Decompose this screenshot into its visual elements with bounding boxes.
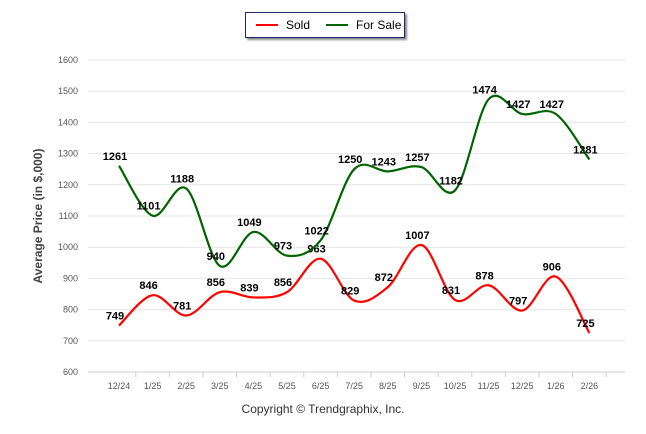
data-label-sold: 725	[576, 318, 594, 330]
y-tick-label: 1200	[58, 180, 78, 190]
data-label-for-sale: 1243	[372, 156, 396, 168]
x-tick-label: 9/25	[413, 381, 431, 391]
x-tick-label: 1/26	[547, 381, 565, 391]
y-tick-label: 900	[63, 273, 78, 283]
data-label-for-sale: 1101	[137, 201, 161, 213]
data-label-for-sale: 1474	[472, 84, 497, 96]
x-tick-label: 8/25	[379, 381, 397, 391]
data-label-sold: 856	[274, 277, 292, 289]
y-tick-label: 1000	[58, 242, 78, 252]
legend-item-for-sale[interactable]: For Sale	[326, 18, 401, 32]
legend-item-sold[interactable]: Sold	[256, 18, 310, 32]
y-tick-label: 600	[63, 367, 78, 377]
data-label-sold: 831	[442, 285, 460, 297]
data-label-sold: 906	[543, 262, 561, 274]
data-label-for-sale: 1022	[304, 225, 328, 237]
data-label-for-sale: 940	[207, 251, 225, 263]
x-tick-label: 7/25	[345, 381, 363, 391]
data-label-for-sale: 1049	[237, 217, 261, 229]
series-line-for-sale	[118, 94, 591, 268]
data-label-sold: 878	[475, 270, 493, 282]
x-tick-label: 12/25	[511, 381, 534, 391]
data-label-sold: 749	[106, 311, 124, 323]
data-label-sold: 963	[307, 244, 325, 256]
x-tick-label: 4/25	[245, 381, 263, 391]
data-label-for-sale: 1188	[170, 174, 194, 186]
x-tick-label: 5/25	[278, 381, 296, 391]
y-axis-title: Average Price (in $,000)	[31, 149, 45, 284]
data-label-for-sale: 1281	[573, 145, 597, 157]
data-label-sold: 839	[240, 282, 258, 294]
data-label-sold: 846	[139, 280, 157, 292]
legend-label-for-sale: For Sale	[356, 18, 402, 32]
x-tick-label: 3/25	[211, 381, 229, 391]
legend-swatch-for-sale	[326, 24, 349, 26]
x-tick-label: 6/25	[312, 381, 330, 391]
x-tick-label: 12/24	[108, 381, 131, 391]
data-label-sold: 829	[341, 286, 359, 298]
y-tick-label: 1300	[58, 149, 78, 159]
data-label-sold: 872	[375, 272, 393, 284]
copyright-footer: Copyright © Trendgraphix, Inc.	[241, 402, 405, 416]
y-tick-label: 800	[63, 305, 78, 315]
y-tick-label: 1600	[58, 55, 78, 65]
data-label-sold: 781	[173, 301, 191, 313]
y-tick-label: 1500	[58, 86, 78, 96]
x-tick-label: 11/25	[478, 381, 500, 391]
y-tick-label: 1400	[58, 117, 78, 127]
series-line-sold	[118, 243, 591, 334]
x-tick-label: 10/25	[444, 381, 467, 391]
data-label-for-sale: 1427	[506, 99, 530, 111]
data-label-for-sale: 1257	[405, 152, 429, 164]
data-label-sold: 1007	[405, 230, 429, 242]
legend-swatch-sold	[256, 24, 278, 26]
data-label-sold: 797	[509, 296, 527, 308]
x-tick-label: 2/26	[581, 381, 599, 391]
data-label-for-sale: 1427	[540, 99, 564, 111]
x-tick-label: 1/25	[144, 381, 162, 391]
data-label-sold: 856	[207, 277, 225, 289]
legend: Sold For Sale	[245, 12, 405, 38]
legend-label-sold: Sold	[286, 18, 311, 32]
data-label-for-sale: 1261	[103, 151, 127, 163]
data-label-for-sale: 1182	[439, 175, 463, 187]
data-label-for-sale: 1250	[338, 154, 362, 166]
data-label-for-sale: 973	[274, 241, 292, 253]
y-tick-label: 700	[63, 336, 78, 346]
x-tick-label: 2/25	[177, 381, 195, 391]
y-tick-label: 1100	[59, 211, 78, 221]
